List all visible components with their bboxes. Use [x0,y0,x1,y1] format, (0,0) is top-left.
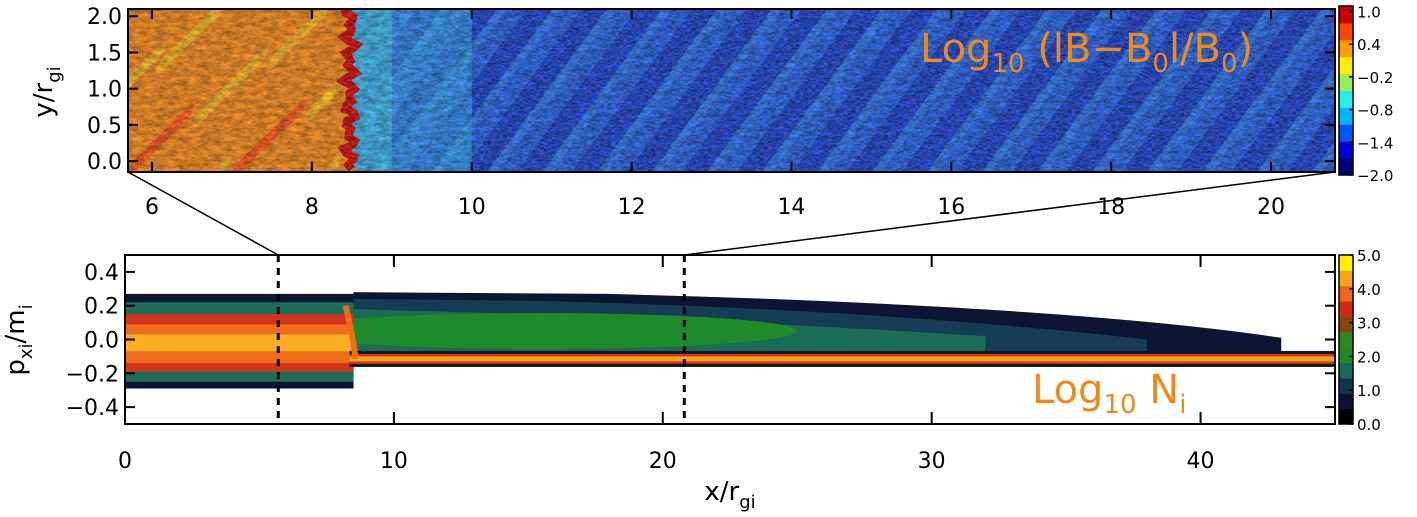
top-y-tick-label: 0.0 [87,150,122,175]
upstream-beam-core [349,356,1335,362]
bottom-colorbar-tick-label: 4.0 [1357,281,1381,299]
top-colorbar-tick-label: 0.4 [1357,36,1381,54]
top-colorbar: 1.0 0.4 −0.2 −0.8 −1.4 −2.0 [1338,3,1393,185]
bottom-colorbar-tick-label: 2.0 [1357,348,1381,366]
top-x-tick-label: 12 [618,195,646,220]
top-colorbar-swatch [1339,124,1353,142]
noise-overlay-light [128,9,1335,172]
bottom-y-tick-label: −0.4 [66,396,119,421]
bottom-colorbar-swatch [1339,347,1353,364]
bottom-x-tick-label: 30 [918,449,946,474]
top-colorbar-swatch [1339,73,1353,91]
bottom-colorbar-swatch [1339,393,1353,410]
bottom-colorbar: 5.0 4.0 3.0 2.0 1.0 0.0 [1338,247,1381,434]
top-colorbar-swatch [1339,39,1353,58]
bottom-x-tick-label: 10 [380,449,408,474]
top-x-axis: 6 8 10 12 14 16 18 20 [145,9,1285,220]
bottom-panel: 0 10 20 30 40 −0.4 −0.2 0.0 0.2 0.4 Log10 Ni pxi… [1,247,1381,513]
bottom-colorbar-tick-label: 3.0 [1357,315,1381,333]
reflected-ion-peak [286,313,798,350]
bottom-y-tick-label: 0.2 [84,295,119,320]
top-colorbar-swatch [1339,141,1353,159]
top-colorbar-tick-label: −0.8 [1357,102,1393,120]
shock-ramp [342,305,359,360]
top-x-tick-label: 20 [1257,195,1285,220]
downstream-core [125,334,354,352]
top-plot-area [128,9,1417,172]
zoom-connector-right [684,171,1336,256]
bottom-colorbar-swatch [1339,377,1353,394]
top-y-axis: 0.0 0.5 1.0 1.5 2.0 [87,5,1335,175]
top-colorbar-swatch [1339,90,1353,108]
top-x-tick-label: 14 [777,195,805,220]
bottom-colorbar-swatch [1339,362,1353,379]
top-colorbar-swatch [1339,158,1353,176]
top-y-tick-label: 1.0 [87,78,122,103]
bottom-annotation: Log10 Ni [1032,367,1186,420]
field-stripe [1397,9,1417,172]
bottom-y-tick-label: −0.2 [66,362,119,387]
bottom-x-axis: 0 10 20 30 40 [118,255,1215,474]
top-colorbar-swatch [1339,107,1353,125]
bottom-colorbar-tick-label: 1.0 [1357,382,1381,400]
bottom-x-tick-label: 0 [118,449,132,474]
top-colorbar-tick-label: 1.0 [1357,3,1381,21]
top-x-tick-label: 8 [305,195,319,220]
top-x-tick-label: 6 [145,195,159,220]
bottom-colorbar-swatch [1339,408,1353,425]
bottom-y-tick-label: 0.4 [84,261,119,286]
bottom-plot-area [125,292,1335,389]
top-colorbar-swatch [1339,22,1353,41]
top-x-tick-label: 10 [458,195,486,220]
bottom-colorbar-swatch [1339,285,1353,302]
top-panel: 6 8 10 12 14 16 18 20 0.00.51.01.52.0 Log10 (lB… [29,3,1417,220]
top-plot-frame [127,8,1336,173]
top-colorbar-swatch [1339,56,1353,75]
top-y-tick-label: 0.5 [87,114,122,139]
bottom-colorbar-swatch [1339,270,1353,287]
bottom-y-tick-label: 0.0 [84,329,119,354]
bottom-colorbar-swatch [1339,255,1353,271]
zoom-region-markers [276,255,686,424]
top-y-tick-label: 2.0 [87,5,122,30]
bottom-colorbar-frame [1338,254,1354,425]
zoom-connector-left [127,171,279,256]
top-colorbar-tick-label: −1.4 [1357,134,1393,152]
top-annotation: Log10 (lB−B0l/B0) [920,26,1253,79]
top-colorbar-tick-label: −2.0 [1357,167,1393,185]
bottom-colorbar-tick-label: 0.0 [1357,416,1381,434]
bottom-colorbar-swatch [1339,316,1353,333]
top-x-tick-label: 16 [937,195,965,220]
bottom-x-tick-label: 20 [649,449,677,474]
top-y-axis-title: y/rgi [29,66,65,117]
bottom-x-tick-label: 40 [1187,449,1215,474]
bottom-y-axis-title: pxi/mi [1,304,37,375]
bottom-colorbar-swatch [1339,331,1353,348]
bottom-colorbar-swatch [1339,301,1353,317]
bottom-y-axis: −0.4 −0.2 0.0 0.2 0.4 [66,261,1335,421]
bottom-colorbar-tick-label: 5.0 [1357,247,1381,265]
top-colorbar-frame [1338,5,1354,176]
top-colorbar-tick-label: −0.2 [1357,69,1393,87]
top-y-tick-label: 1.5 [87,41,122,66]
zoom-connector-lines [127,171,1336,256]
top-colorbar-swatch [1339,6,1353,24]
bottom-x-axis-title: x/rgi [704,477,755,513]
